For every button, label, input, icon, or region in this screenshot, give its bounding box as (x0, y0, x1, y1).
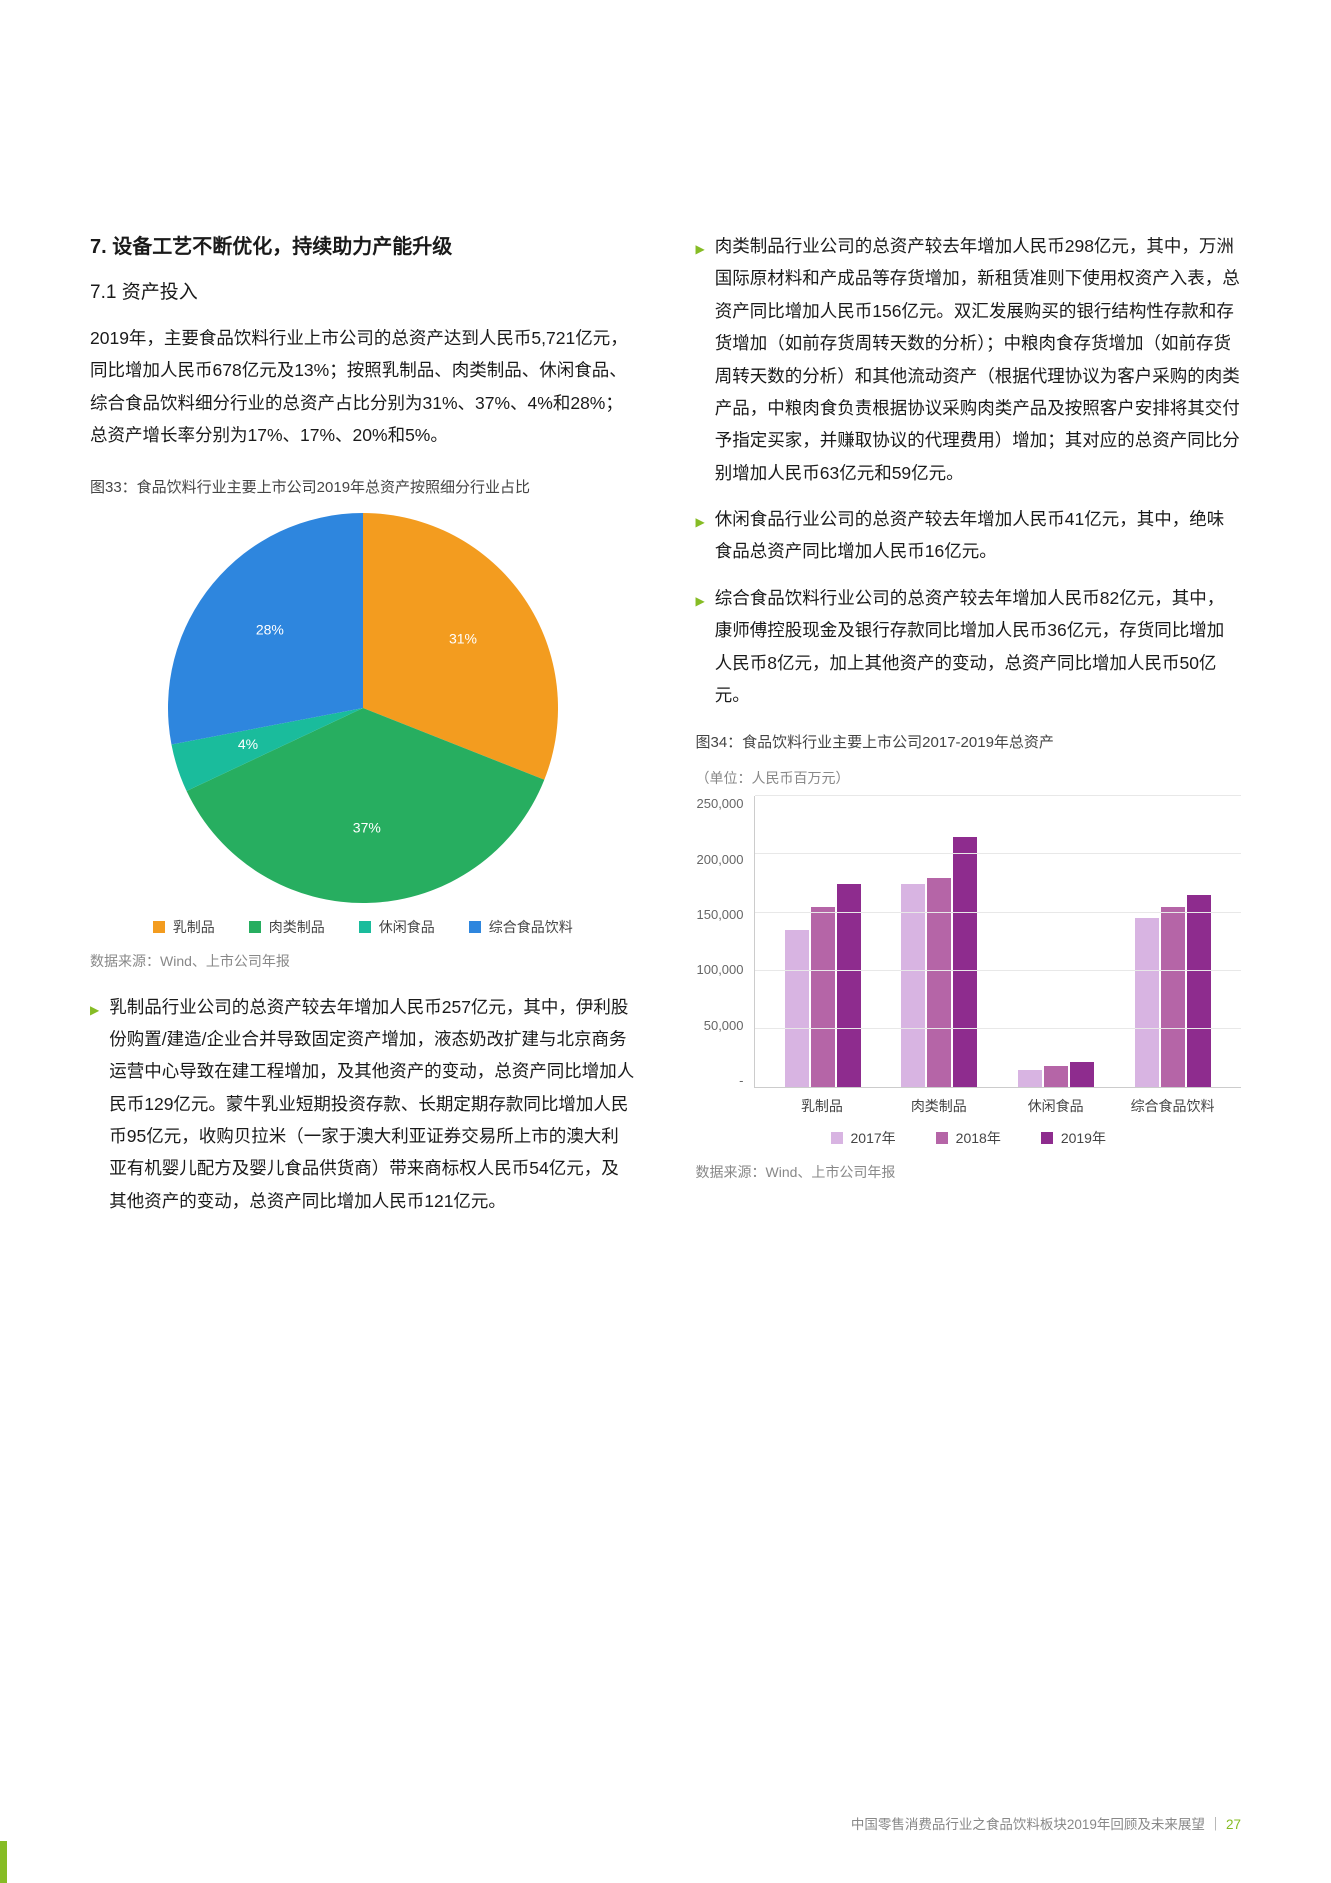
chart-33-pie: 31% 37% 4% 28% (90, 513, 636, 903)
pie-slice-label: 37% (353, 819, 381, 835)
legend-label: 休闲食品 (379, 917, 435, 937)
chart-33-source: 数据来源：Wind、上市公司年报 (90, 951, 636, 971)
bar-group (765, 796, 882, 1087)
y-tick-label: 50,000 (696, 1018, 744, 1033)
legend-item: 休闲食品 (359, 917, 435, 937)
bar (953, 837, 977, 1087)
bullet-marker-icon: ▶ (696, 511, 705, 568)
legend-label: 2019年 (1061, 1128, 1106, 1148)
legend-swatch-icon (249, 921, 261, 933)
chart-33-legend: 乳制品 肉类制品 休闲食品 综合食品饮料 (90, 917, 636, 937)
bullet-text: 肉类制品行业公司的总资产较去年增加人民币298亿元，其中，万洲国际原材料和产成品… (715, 230, 1241, 489)
y-tick-label: 200,000 (696, 852, 744, 867)
pie-slice-label: 31% (449, 630, 477, 646)
intro-paragraph: 2019年，主要食品饮料行业上市公司的总资产达到人民币5,721亿元，同比增加人… (90, 322, 636, 452)
x-tick-label: 休闲食品 (997, 1096, 1114, 1116)
legend-label: 乳制品 (173, 917, 215, 937)
bullet-text: 综合食品饮料行业公司的总资产较去年增加人民币82亿元，其中，康师傅控股现金及银行… (715, 582, 1241, 712)
y-tick-label: 100,000 (696, 962, 744, 977)
bar (901, 884, 925, 1088)
chart-33-caption: 图33：食品饮料行业主要上市公司2019年总资产按照细分行业占比 (90, 476, 636, 497)
legend-swatch-icon (1041, 1132, 1053, 1144)
x-tick-label: 乳制品 (764, 1096, 881, 1116)
chart-34-caption: 图34：食品饮料行业主要上市公司2017-2019年总资产 (696, 731, 1242, 752)
bar (785, 930, 809, 1087)
accent-bar (0, 1841, 7, 1883)
bar (1044, 1066, 1068, 1087)
bar-group (881, 796, 998, 1087)
chart-34-source: 数据来源：Wind、上市公司年报 (696, 1162, 1242, 1182)
footer-sep: ｜ (1209, 1817, 1223, 1832)
chart-34-legend: 2017年 2018年 2019年 (696, 1128, 1242, 1148)
bar (1070, 1062, 1094, 1088)
bar (1018, 1070, 1042, 1087)
page-footer: 中国零售消费品行业之食品饮料板块2019年回顾及未来展望 ｜ 27 (851, 1813, 1241, 1833)
list-item: ▶休闲食品行业公司的总资产较去年增加人民币41亿元，其中，绝味食品总资产同比增加… (696, 503, 1242, 568)
gridline (755, 970, 1242, 971)
list-item: ▶乳制品行业公司的总资产较去年增加人民币257亿元，其中，伊利股份购置/建造/企… (90, 991, 636, 1218)
footer-page-number: 27 (1226, 1817, 1241, 1832)
legend-swatch-icon (831, 1132, 843, 1144)
bar (927, 878, 951, 1088)
legend-item: 2018年 (936, 1128, 1001, 1148)
legend-item: 乳制品 (153, 917, 215, 937)
gridline (755, 1028, 1242, 1029)
bullet-marker-icon: ▶ (90, 999, 99, 1218)
gridline (755, 795, 1242, 796)
bullet-text: 休闲食品行业公司的总资产较去年增加人民币41亿元，其中，绝味食品总资产同比增加人… (715, 503, 1241, 568)
bullet-text: 乳制品行业公司的总资产较去年增加人民币257亿元，其中，伊利股份购置/建造/企业… (109, 991, 635, 1218)
legend-item: 综合食品饮料 (469, 917, 573, 937)
bar-group (998, 796, 1115, 1087)
section-subtitle: 7.1 资产投入 (90, 277, 636, 304)
bar-group (1114, 796, 1231, 1087)
list-item: ▶综合食品饮料行业公司的总资产较去年增加人民币82亿元，其中，康师傅控股现金及银… (696, 582, 1242, 712)
bar (1161, 907, 1185, 1087)
legend-item: 2017年 (831, 1128, 896, 1148)
pie-slice-label: 4% (238, 736, 258, 752)
y-tick-label: 250,000 (696, 796, 744, 811)
bullet-marker-icon: ▶ (696, 590, 705, 712)
gridline (755, 912, 1242, 913)
bar (1187, 895, 1211, 1087)
legend-swatch-icon (359, 921, 371, 933)
y-tick-label: - (696, 1073, 744, 1088)
gridline (755, 853, 1242, 854)
legend-label: 2018年 (956, 1128, 1001, 1148)
legend-label: 肉类制品 (269, 917, 325, 937)
bullet-marker-icon: ▶ (696, 238, 705, 489)
pie-slice-label: 28% (256, 621, 284, 637)
legend-swatch-icon (153, 921, 165, 933)
legend-item: 肉类制品 (249, 917, 325, 937)
legend-swatch-icon (469, 921, 481, 933)
bar (811, 907, 835, 1087)
bullet-list-right: ▶肉类制品行业公司的总资产较去年增加人民币298亿元，其中，万洲国际原材料和产成… (696, 230, 1242, 711)
bullet-list-left: ▶乳制品行业公司的总资产较去年增加人民币257亿元，其中，伊利股份购置/建造/企… (90, 991, 636, 1218)
x-tick-label: 肉类制品 (880, 1096, 997, 1116)
legend-swatch-icon (936, 1132, 948, 1144)
list-item: ▶肉类制品行业公司的总资产较去年增加人民币298亿元，其中，万洲国际原材料和产成… (696, 230, 1242, 489)
legend-label: 2017年 (851, 1128, 896, 1148)
footer-text: 中国零售消费品行业之食品饮料板块2019年回顾及未来展望 (851, 1817, 1205, 1832)
legend-label: 综合食品饮料 (489, 917, 573, 937)
chart-34-bar: - 50,000 100,000 150,000 200,000 250,000 乳制品肉… (696, 796, 1242, 1116)
chart-34-unit: （单位：人民币百万元） (696, 768, 1242, 788)
bar (837, 884, 861, 1088)
bar (1135, 918, 1159, 1087)
x-tick-label: 综合食品饮料 (1114, 1096, 1231, 1116)
section-title: 7. 设备工艺不断优化，持续助力产能升级 (90, 230, 636, 259)
y-tick-label: 150,000 (696, 907, 744, 922)
legend-item: 2019年 (1041, 1128, 1106, 1148)
